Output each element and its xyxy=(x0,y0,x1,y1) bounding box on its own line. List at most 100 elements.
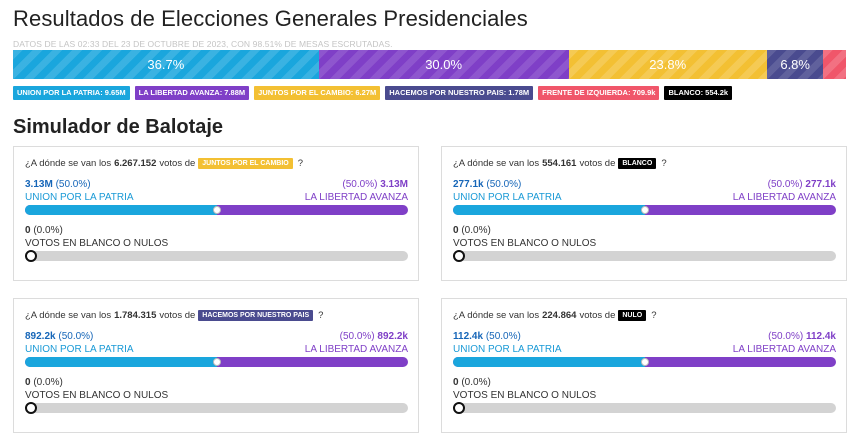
blank-value: 0 xyxy=(25,377,31,388)
split-slider-handle[interactable] xyxy=(212,206,221,214)
blank-votes: 0 (0.0%) xyxy=(453,377,491,388)
question-votes: 6.267.152 xyxy=(114,158,157,169)
right-votes: (50.0%) 112.4k xyxy=(768,331,836,342)
blank-label: VOTOS EN BLANCO O NULOS xyxy=(453,390,597,401)
right-pct: (50.0%) xyxy=(768,331,804,342)
page-title: Resultados de Elecciones Generales Presi… xyxy=(13,6,528,31)
left-candidate: UNION POR LA PATRIA xyxy=(25,344,134,355)
left-pct: (50.0%) xyxy=(55,179,91,190)
simulator-card-juntos-por-el-cambio: ¿A dónde se van los 6.267.152 votos de J… xyxy=(13,146,419,281)
question-mid: votos de xyxy=(159,158,196,169)
data-timestamp: DATOS DE LAS 02:33 DEL 23 DE OCTUBRE DE … xyxy=(13,39,393,49)
question-suffix: ? xyxy=(297,158,304,169)
blank-votes: 0 (0.0%) xyxy=(453,225,491,236)
segment-hacemos-por-nuestro-pais: 6.8% xyxy=(766,50,824,79)
left-candidate: UNION POR LA PATRIA xyxy=(25,192,134,203)
blank-slider-handle[interactable] xyxy=(25,250,37,262)
split-slider[interactable] xyxy=(453,357,836,367)
blank-slider[interactable] xyxy=(25,250,408,262)
right-value: 277.1k xyxy=(805,179,836,190)
right-pct: (50.0%) xyxy=(767,179,803,190)
split-fill xyxy=(25,357,217,367)
blank-label: VOTOS EN BLANCO O NULOS xyxy=(453,238,597,249)
card-question: ¿A dónde se van los 1.784.315 votos de H… xyxy=(25,310,323,321)
right-votes: (50.0%) 3.13M xyxy=(342,179,408,190)
blank-votes: 0 (0.0%) xyxy=(25,377,63,388)
simulator-card-nulo: ¿A dónde se van los 224.864 votos de NUL… xyxy=(441,298,847,433)
segment-juntos-por-el-cambio: 23.8% xyxy=(568,50,767,79)
results-legend: UNION POR LA PATRIA: 9.65M LA LIBERTAD A… xyxy=(13,86,733,100)
right-value: 892.2k xyxy=(377,331,408,342)
blank-pct: (0.0%) xyxy=(33,225,63,236)
blank-votes: 0 (0.0%) xyxy=(25,225,63,236)
blank-slider[interactable] xyxy=(453,250,836,262)
question-mid: votos de xyxy=(579,310,616,321)
split-slider[interactable] xyxy=(453,205,836,215)
left-votes: 112.4k (50.0%) xyxy=(453,331,521,342)
blank-slider-handle[interactable] xyxy=(25,402,37,414)
question-suffix: ? xyxy=(318,310,324,321)
question-prefix: ¿A dónde se van los xyxy=(25,310,112,321)
legend-blanco: BLANCO: 554.2k xyxy=(664,86,733,100)
left-pct: (50.0%) xyxy=(485,331,521,342)
legend-juntos-por-el-cambio: JUNTOS POR EL CAMBIO: 6.27M xyxy=(254,86,381,100)
split-fill xyxy=(453,205,645,215)
right-pct: (50.0%) xyxy=(339,331,375,342)
legend-frente-de-izquierda: FRENTE DE IZQUIERDA: 709.9k xyxy=(538,86,660,100)
question-votes: 1.784.315 xyxy=(114,310,157,321)
blank-slider[interactable] xyxy=(25,402,408,414)
segment-union-por-la-patria: 36.7% xyxy=(13,50,319,79)
right-candidate: LA LIBERTAD AVANZA xyxy=(304,344,408,355)
left-votes: 892.2k (50.0%) xyxy=(25,331,93,342)
right-candidate: LA LIBERTAD AVANZA xyxy=(732,344,836,355)
blank-value: 0 xyxy=(25,225,31,236)
question-suffix: ? xyxy=(651,310,657,321)
simulator-card-hacemos-por-nuestro-pais: ¿A dónde se van los 1.784.315 votos de H… xyxy=(13,298,419,433)
split-slider[interactable] xyxy=(25,205,408,215)
blank-pct: (0.0%) xyxy=(461,225,491,236)
right-candidate: LA LIBERTAD AVANZA xyxy=(304,192,408,203)
simulator-card-blanco: ¿A dónde se van los 554.161 votos de BLA… xyxy=(441,146,847,281)
right-candidate: LA LIBERTAD AVANZA xyxy=(732,192,836,203)
segment-frente-de-izquierda xyxy=(823,50,846,79)
blank-value: 0 xyxy=(453,225,459,236)
question-votes: 224.864 xyxy=(542,310,577,321)
question-prefix: ¿A dónde se van los xyxy=(453,158,540,169)
legend-la-libertad-avanza: LA LIBERTAD AVANZA: 7.88M xyxy=(134,86,250,100)
blank-label: VOTOS EN BLANCO O NULOS xyxy=(25,238,169,249)
split-fill xyxy=(453,357,645,367)
question-votes: 554.161 xyxy=(542,158,577,169)
left-votes: 3.13M (50.0%) xyxy=(25,179,91,190)
split-fill xyxy=(25,205,217,215)
left-value: 277.1k xyxy=(453,179,484,190)
party-tag: NULO xyxy=(618,310,647,321)
left-value: 112.4k xyxy=(453,331,484,342)
question-suffix: ? xyxy=(661,158,667,169)
left-pct: (50.0%) xyxy=(58,331,94,342)
left-value: 3.13M xyxy=(25,179,53,190)
question-prefix: ¿A dónde se van los xyxy=(453,310,540,321)
blank-pct: (0.0%) xyxy=(33,377,63,388)
split-slider[interactable] xyxy=(25,357,408,367)
card-question: ¿A dónde se van los 6.267.152 votos de J… xyxy=(25,158,303,169)
party-tag: BLANCO xyxy=(618,158,657,169)
legend-union-por-la-patria: UNION POR LA PATRIA: 9.65M xyxy=(13,86,130,100)
card-question: ¿A dónde se van los 554.161 votos de BLA… xyxy=(453,158,667,169)
question-prefix: ¿A dónde se van los xyxy=(25,158,112,169)
blank-slider-handle[interactable] xyxy=(453,250,465,262)
right-value: 112.4k xyxy=(805,331,836,342)
split-slider-handle[interactable] xyxy=(640,206,649,214)
blank-slider[interactable] xyxy=(453,402,836,414)
left-candidate: UNION POR LA PATRIA xyxy=(453,344,562,355)
right-votes: (50.0%) 892.2k xyxy=(340,331,408,342)
legend-hacemos-por-nuestro-pais: HACEMOS POR NUESTRO PAIS: 1.78M xyxy=(385,86,534,100)
left-candidate: UNION POR LA PATRIA xyxy=(453,192,562,203)
left-value: 892.2k xyxy=(25,331,56,342)
split-slider-handle[interactable] xyxy=(212,358,221,366)
right-value: 3.13M xyxy=(380,179,408,190)
left-votes: 277.1k (50.0%) xyxy=(453,179,521,190)
split-slider-handle[interactable] xyxy=(640,358,649,366)
blank-label: VOTOS EN BLANCO O NULOS xyxy=(25,390,169,401)
blank-slider-handle[interactable] xyxy=(453,402,465,414)
simulator-title: Simulador de Balotaje xyxy=(13,116,224,138)
